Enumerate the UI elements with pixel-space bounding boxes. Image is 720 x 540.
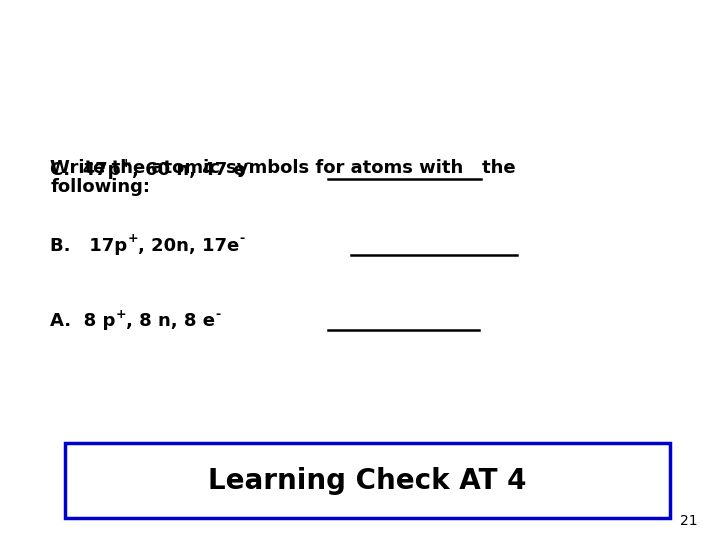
Text: +: + — [127, 232, 138, 245]
Text: -: - — [215, 308, 220, 321]
Text: , 60 n, 47 e: , 60 n, 47 e — [132, 161, 246, 179]
Text: , 20n, 17e: , 20n, 17e — [138, 237, 239, 255]
Text: , 8 n, 8 e: , 8 n, 8 e — [127, 312, 215, 330]
Text: following:: following: — [50, 178, 150, 197]
Text: A.  8 p: A. 8 p — [50, 312, 116, 330]
Bar — [65, 443, 670, 518]
Text: Learning Check AT 4: Learning Check AT 4 — [208, 467, 526, 495]
Text: +: + — [121, 157, 132, 170]
Text: +: + — [116, 308, 127, 321]
Text: Write the atomic symbols for atoms with   the: Write the atomic symbols for atoms with … — [50, 159, 516, 177]
Text: 21: 21 — [680, 514, 698, 528]
Text: C.  47p: C. 47p — [50, 161, 121, 179]
Text: -: - — [239, 232, 245, 245]
Text: B.   17p: B. 17p — [50, 237, 127, 255]
Text: -: - — [246, 157, 251, 170]
